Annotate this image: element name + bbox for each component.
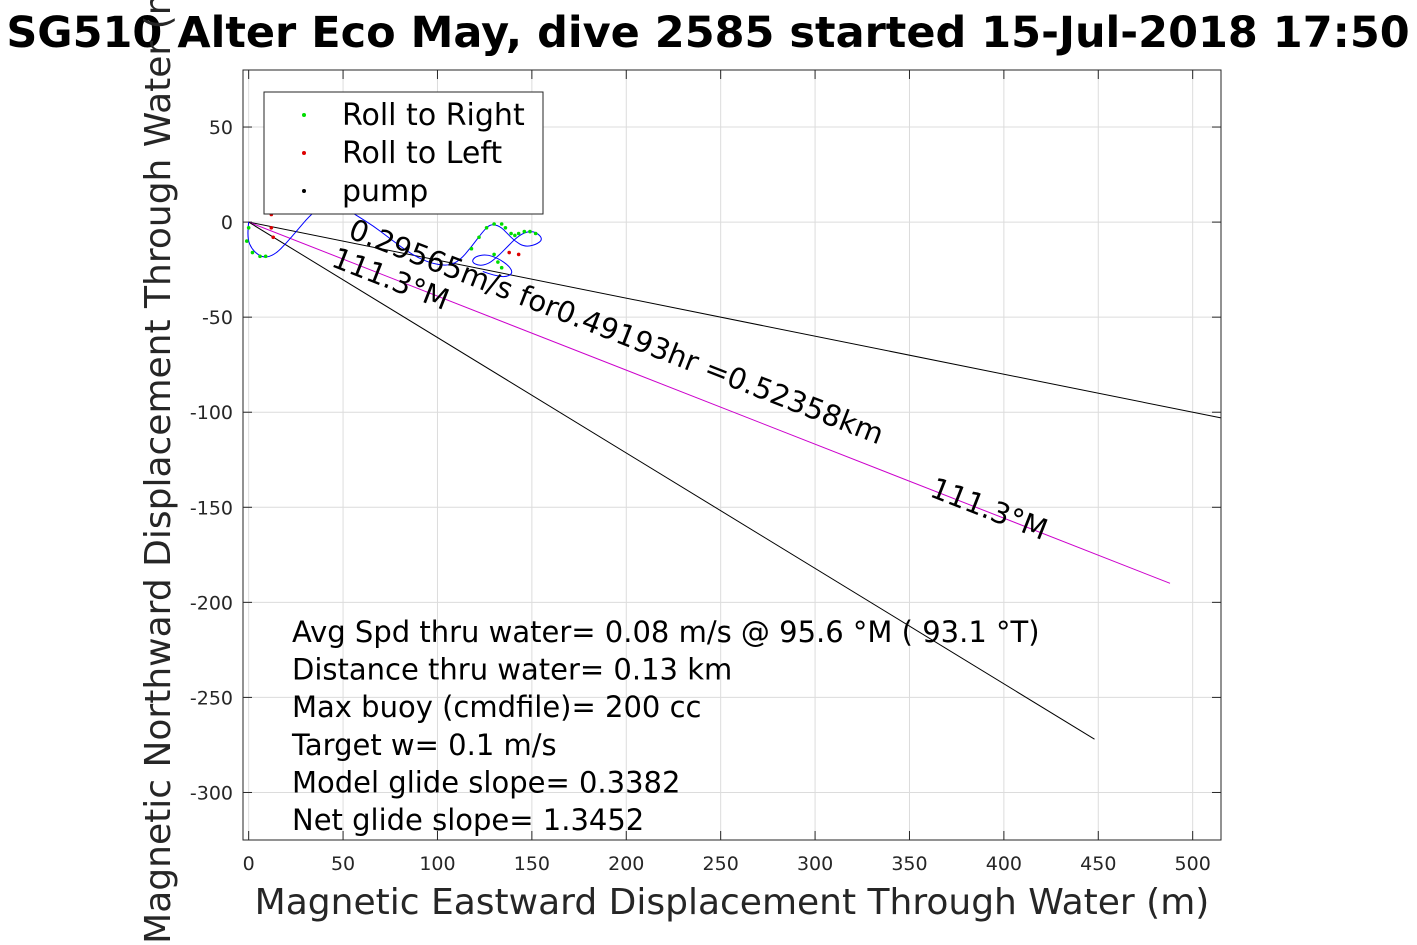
roll-right-point bbox=[503, 226, 508, 230]
stat-line: Avg Spd thru water= 0.08 m/s @ 95.6 °M (… bbox=[292, 615, 1040, 649]
tick-labels: 0 50 100 150 200 250 300 350 400 450 500500-50-100… bbox=[190, 117, 1211, 875]
stats-block: Avg Spd thru water= 0.08 m/s @ 95.6 °M (… bbox=[291, 615, 1040, 837]
roll-left-point bbox=[507, 250, 512, 255]
x-axis-label: Magnetic Eastward Displacement Through W… bbox=[255, 882, 1210, 923]
x-tick-label: 350 bbox=[891, 853, 927, 875]
roll-right-point bbox=[533, 231, 538, 236]
plot-frame bbox=[242, 69, 1222, 841]
y-tick-label: 50 bbox=[209, 117, 233, 139]
legend-box bbox=[263, 91, 544, 215]
y-tick-label: -300 bbox=[190, 782, 233, 804]
x-tick-label: 450 bbox=[1080, 853, 1116, 875]
x-tick-label: 400 bbox=[986, 853, 1022, 875]
x-tick-label: 300 bbox=[797, 853, 833, 875]
roll-left-point bbox=[271, 235, 276, 240]
legend: Roll to Right Roll to Left pump bbox=[263, 91, 544, 215]
heading-line-lower bbox=[248, 221, 1095, 740]
roll-right-point bbox=[258, 254, 262, 259]
roll-right-point bbox=[244, 239, 249, 243]
y-tick-label: -200 bbox=[190, 592, 233, 614]
roll-right-point bbox=[516, 231, 521, 236]
roll-right-point bbox=[528, 229, 532, 234]
x-tick-label: 200 bbox=[608, 853, 644, 875]
legend-marker-roll-left bbox=[302, 151, 306, 155]
legend-marker-roll-right bbox=[302, 113, 306, 117]
legend-marker-pump bbox=[302, 189, 306, 193]
y-tick-label: 0 bbox=[221, 212, 233, 234]
stat-line: Net glide slope= 1.3452 bbox=[292, 803, 644, 837]
roll-right-point bbox=[492, 252, 496, 257]
stat-line: Target w= 0.1 m/s bbox=[291, 728, 557, 762]
roll-right-point bbox=[250, 250, 255, 255]
heading-line-upper bbox=[248, 221, 1222, 419]
roll-left-point bbox=[516, 252, 521, 257]
stat-line: Distance thru water= 0.13 km bbox=[292, 653, 732, 687]
roll-right-point bbox=[263, 254, 268, 259]
x-tick-label: 0 bbox=[243, 853, 255, 875]
roll-right-point bbox=[469, 246, 474, 251]
x-tick-label: 250 bbox=[703, 853, 739, 875]
stat-line: Model glide slope= 0.3382 bbox=[292, 765, 680, 799]
roll-right-point bbox=[492, 222, 496, 226]
roll-right-point bbox=[496, 260, 500, 264]
x-tick-label: 100 bbox=[419, 853, 455, 875]
roll-right-point bbox=[509, 231, 513, 236]
y-axis-label: Magnetic Northward Displacement Through … bbox=[138, 0, 179, 944]
roll-right-point bbox=[499, 265, 504, 270]
legend-label-roll-right: Roll to Right bbox=[342, 98, 525, 133]
x-tick-label: 500 bbox=[1175, 853, 1211, 875]
series-lines bbox=[248, 221, 1222, 740]
legend-label-pump: pump bbox=[342, 174, 428, 209]
legend-label-roll-left: Roll to Left bbox=[342, 136, 502, 171]
roll-right-point bbox=[513, 233, 517, 238]
roll-right-point bbox=[522, 229, 527, 234]
y-tick-label: -50 bbox=[202, 307, 233, 329]
roll-left-point bbox=[269, 226, 274, 230]
y-tick-label: -250 bbox=[190, 687, 233, 709]
chart-title: SG510 Alter Eco May, dive 2585 started 1… bbox=[6, 8, 1409, 58]
y-tick-label: -150 bbox=[190, 497, 233, 519]
roll-right-point bbox=[246, 226, 251, 230]
x-tick-label: 50 bbox=[331, 853, 355, 875]
roll-right-point bbox=[484, 226, 489, 230]
roll-right-point bbox=[499, 222, 504, 226]
roll-right-point bbox=[477, 235, 481, 240]
heading-line-magenta bbox=[248, 221, 1171, 584]
x-tick-label: 150 bbox=[514, 853, 550, 875]
y-tick-label: -100 bbox=[190, 402, 233, 424]
stat-line: Max buoy (cmdfile)= 200 cc bbox=[292, 690, 701, 724]
